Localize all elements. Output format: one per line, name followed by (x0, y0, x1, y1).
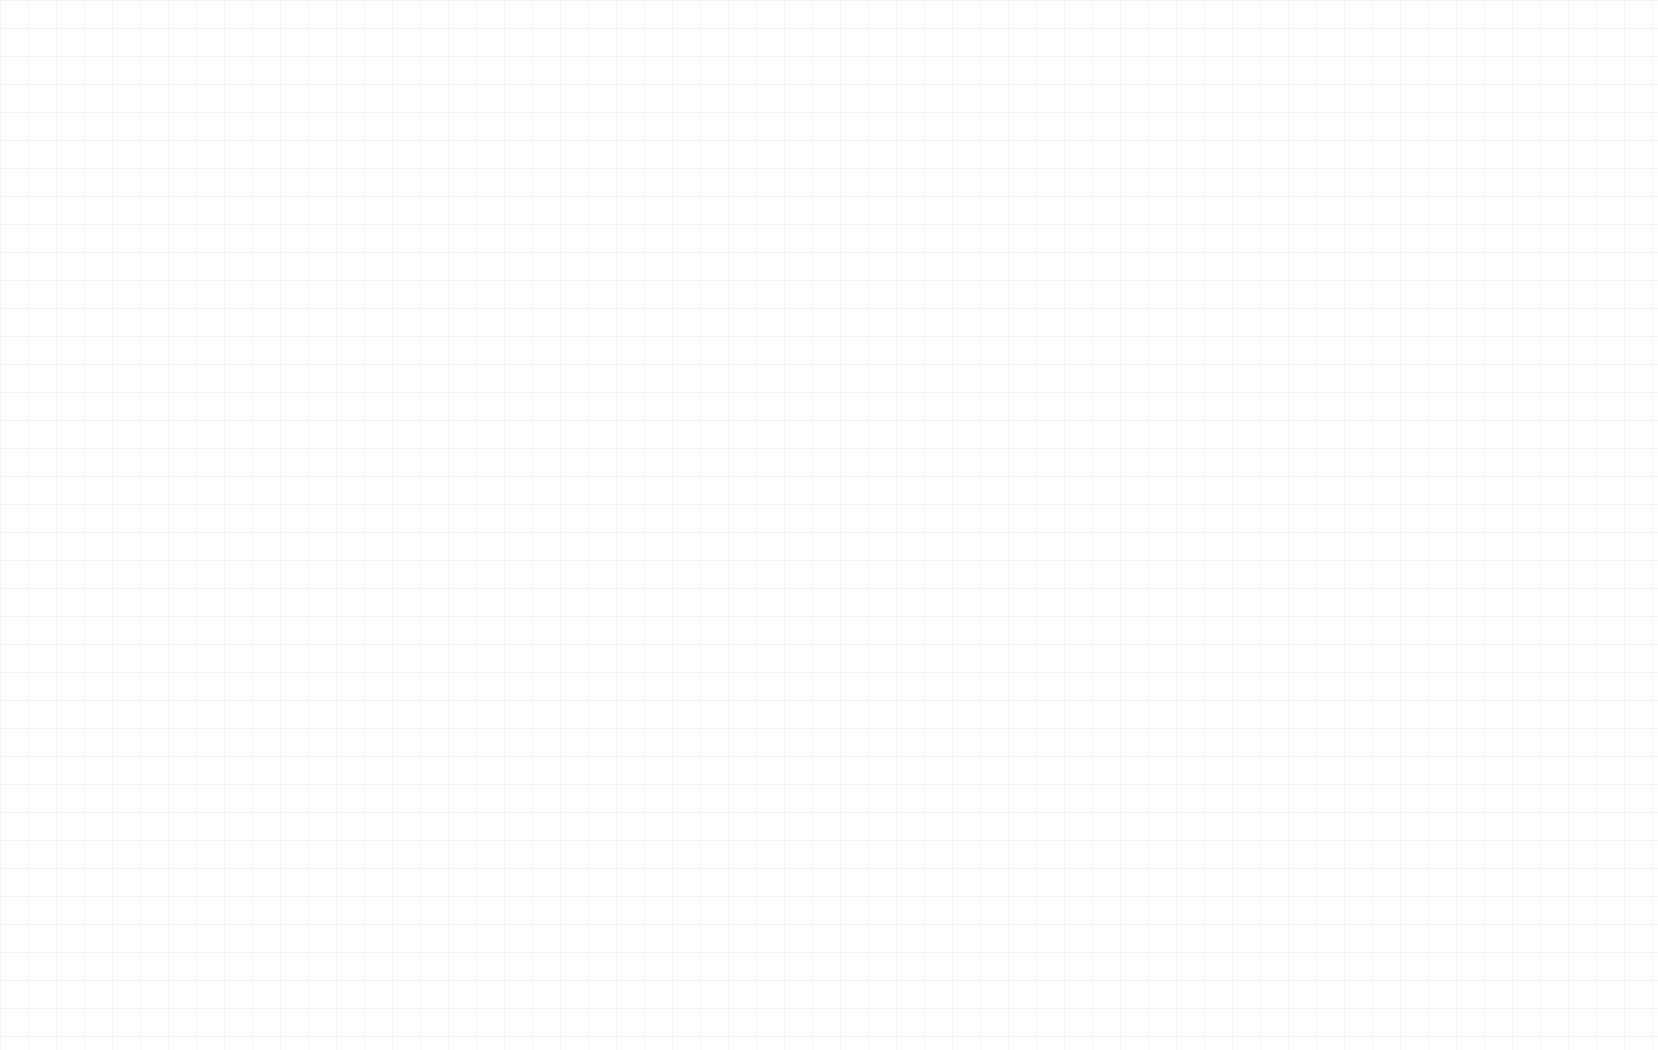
grid-background (0, 0, 1658, 1050)
diagram-canvas (0, 0, 1658, 1050)
